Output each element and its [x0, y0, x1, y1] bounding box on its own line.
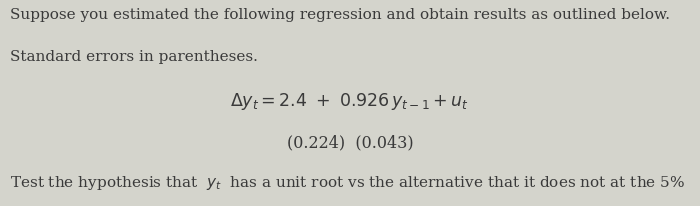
Text: Standard errors in parentheses.: Standard errors in parentheses. — [10, 49, 258, 63]
Text: $\Delta y_t = 2.4\ +\ 0.926\,y_{t-1} +u_t$: $\Delta y_t = 2.4\ +\ 0.926\,y_{t-1} +u_… — [230, 91, 470, 111]
Text: Suppose you estimated the following regression and obtain results as outlined be: Suppose you estimated the following regr… — [10, 8, 671, 22]
Text: (0.224)  (0.043): (0.224) (0.043) — [287, 134, 413, 151]
Text: Test the hypothesis that  $y_t$  has a unit root vs the alternative that it does: Test the hypothesis that $y_t$ has a uni… — [10, 173, 686, 191]
